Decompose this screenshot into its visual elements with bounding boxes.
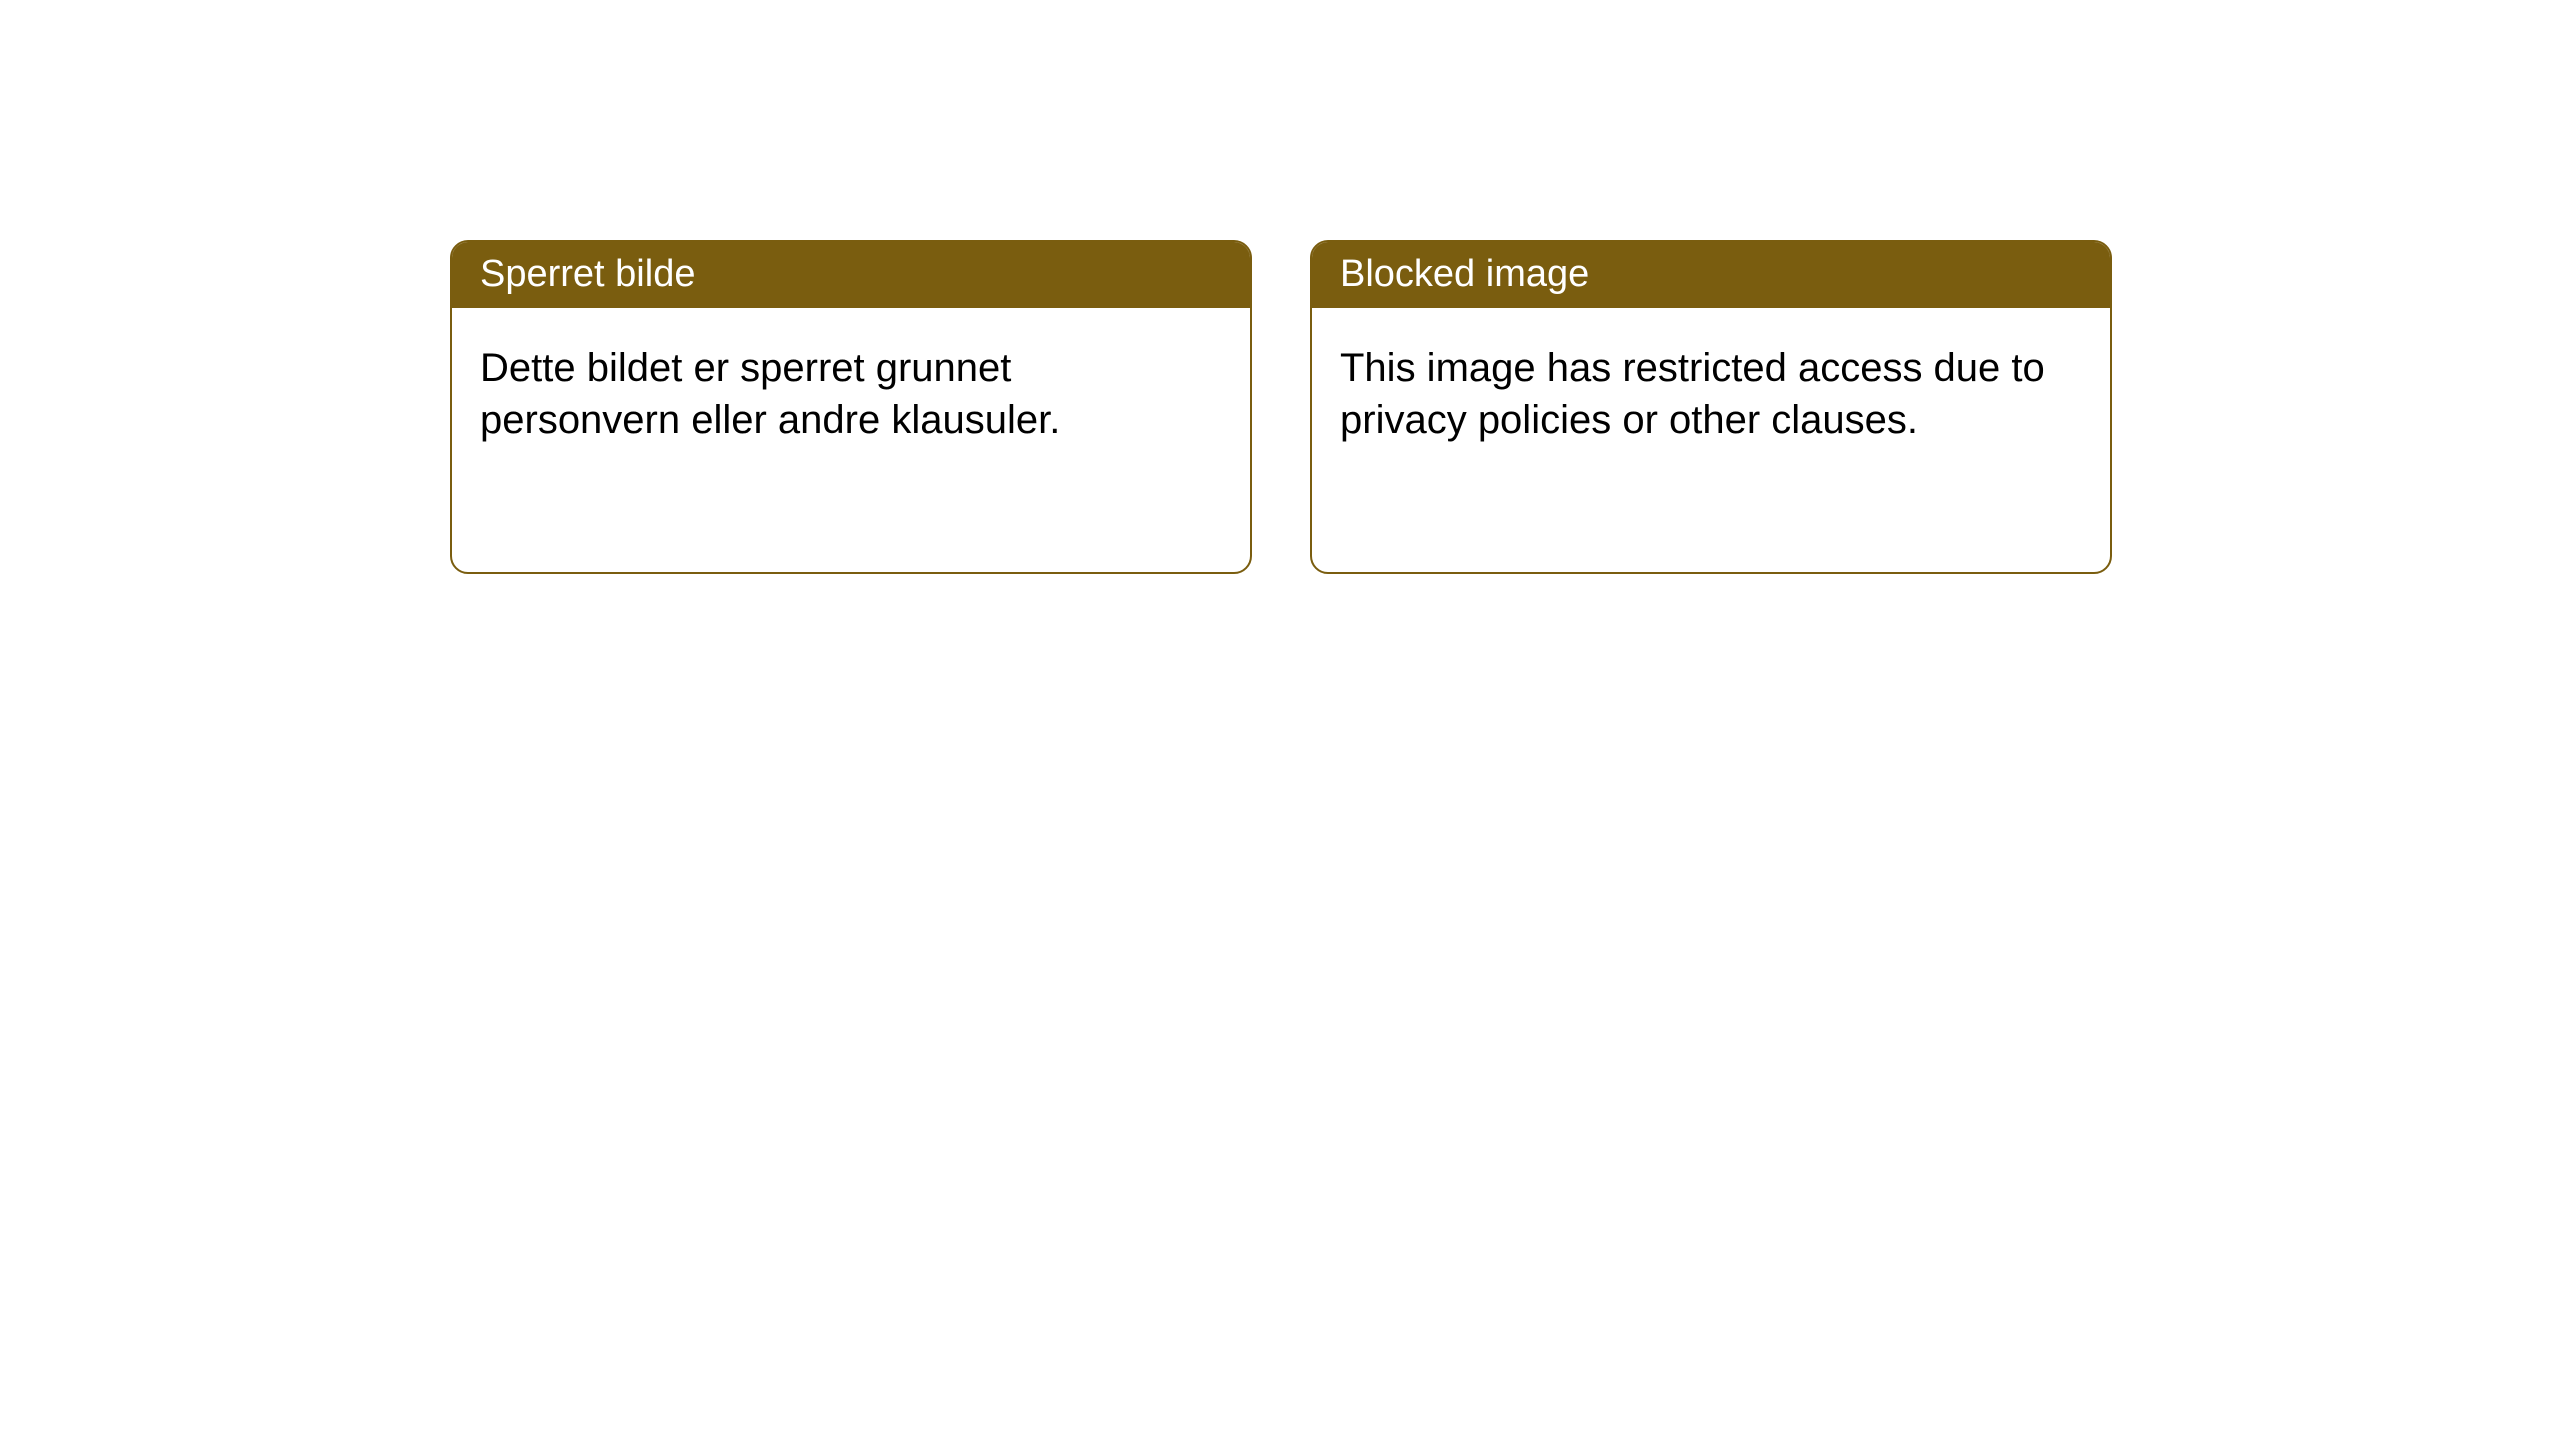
card-title: Sperret bilde bbox=[480, 253, 695, 295]
notice-cards-container: Sperret bilde Dette bildet er sperret gr… bbox=[450, 240, 2112, 574]
notice-card-norwegian: Sperret bilde Dette bildet er sperret gr… bbox=[450, 240, 1252, 574]
card-body-text: Dette bildet er sperret grunnet personve… bbox=[480, 346, 1060, 442]
notice-card-english: Blocked image This image has restricted … bbox=[1310, 240, 2112, 574]
card-body-text: This image has restricted access due to … bbox=[1340, 346, 2045, 442]
card-body: Dette bildet er sperret grunnet personve… bbox=[452, 308, 1250, 480]
card-body: This image has restricted access due to … bbox=[1312, 308, 2110, 480]
card-header: Sperret bilde bbox=[452, 242, 1250, 308]
card-header: Blocked image bbox=[1312, 242, 2110, 308]
card-title: Blocked image bbox=[1340, 253, 1589, 295]
